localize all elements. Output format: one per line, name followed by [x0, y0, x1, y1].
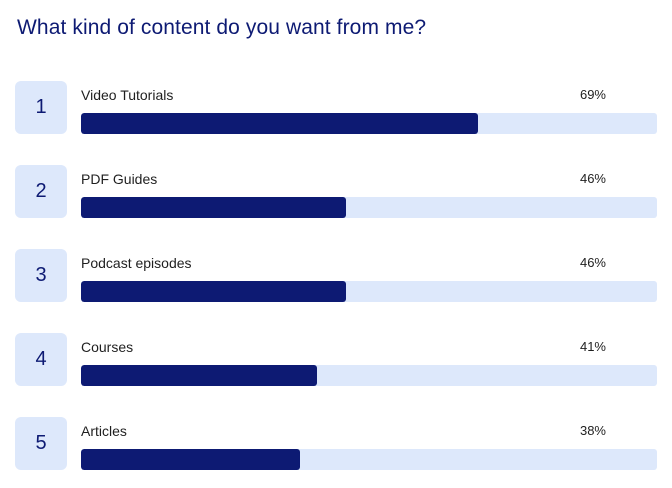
- rank-badge: 4: [15, 333, 67, 386]
- option-percent: 46%: [579, 171, 606, 186]
- option-label: Podcast episodes: [81, 255, 192, 271]
- rank-badge: 3: [15, 249, 67, 302]
- poll-option: 5 Articles 38%: [0, 417, 672, 473]
- progress-fill: [81, 281, 346, 302]
- progress-fill: [81, 449, 300, 470]
- option-label: PDF Guides: [81, 171, 158, 187]
- progress-track: [81, 449, 657, 470]
- option-label: Video Tutorials: [81, 87, 174, 103]
- progress-fill: [81, 365, 318, 386]
- option-percent: 41%: [579, 339, 606, 354]
- option-percent: 38%: [579, 423, 606, 438]
- option-percent: 69%: [579, 87, 606, 102]
- poll-option: 2 PDF Guides 46%: [0, 165, 672, 221]
- rank-badge: 1: [15, 81, 67, 134]
- poll-option: 1 Video Tutorials 69%: [0, 81, 672, 137]
- rank-badge: 5: [15, 417, 67, 470]
- progress-fill: [81, 197, 346, 218]
- progress-track: [81, 113, 657, 134]
- poll-question: What kind of content do you want from me…: [17, 16, 427, 39]
- option-label: Articles: [81, 423, 127, 439]
- progress-track: [81, 281, 657, 302]
- poll-option: 4 Courses 41%: [0, 333, 672, 389]
- poll-option: 3 Podcast episodes 46%: [0, 249, 672, 305]
- option-percent: 46%: [579, 255, 606, 270]
- progress-track: [81, 197, 657, 218]
- progress-track: [81, 365, 657, 386]
- option-label: Courses: [81, 339, 134, 355]
- progress-fill: [81, 113, 479, 134]
- rank-badge: 2: [15, 165, 67, 218]
